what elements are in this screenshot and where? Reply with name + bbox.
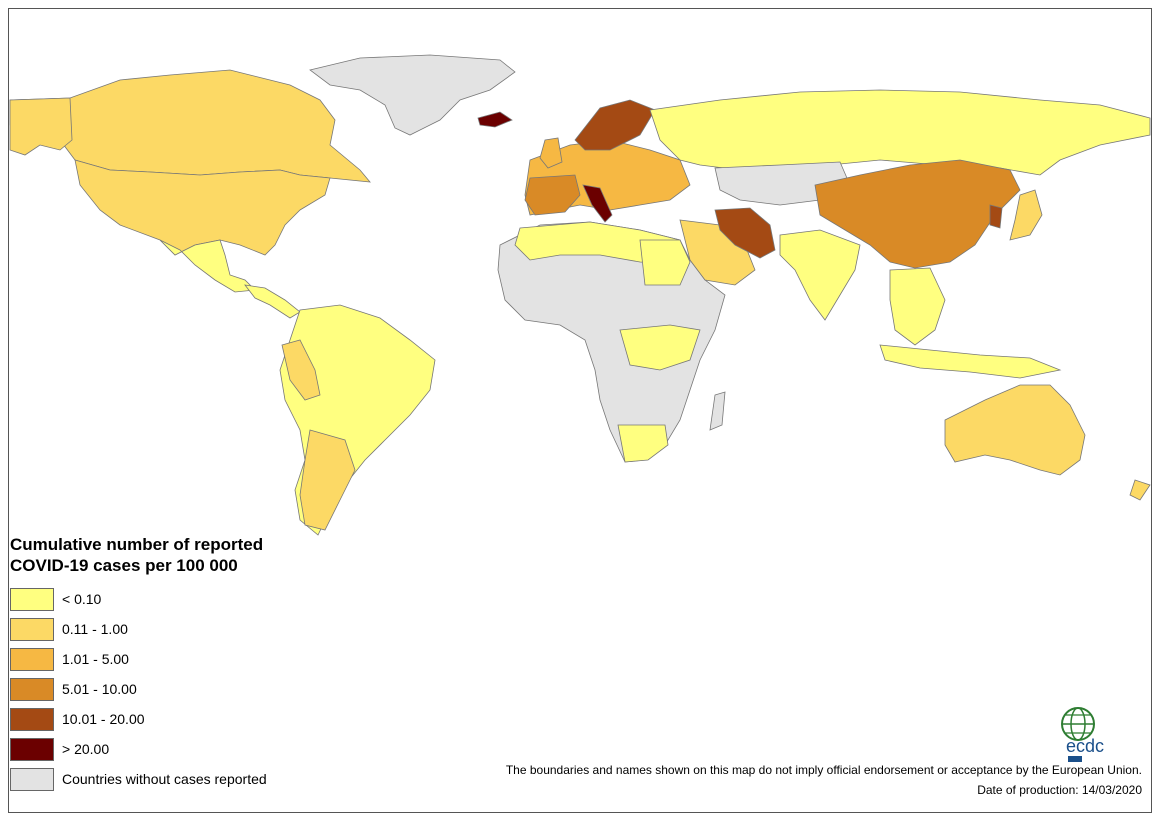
region-mexico [159, 239, 256, 293]
legend-swatch [10, 617, 54, 641]
region-central-africa [619, 324, 701, 371]
eu-flag-icon [1068, 756, 1082, 762]
region-iran [714, 207, 776, 259]
legend-title-line2: COVID-19 cases per 100 000 [10, 556, 238, 575]
legend-item: 0.11 - 1.00 [10, 614, 390, 644]
region-china [814, 159, 1021, 269]
region-new-zealand [1129, 479, 1151, 501]
region-iceland [477, 111, 513, 128]
region-scandinavia [574, 99, 656, 151]
region-russia [649, 89, 1151, 176]
legend-item: Countries without cases reported [10, 764, 390, 794]
region-australia [944, 384, 1086, 476]
region-usa [74, 159, 331, 256]
globe-icon [1061, 707, 1095, 741]
legend-swatch [10, 677, 54, 701]
legend-label: 10.01 - 20.00 [62, 711, 145, 727]
legend-title-line1: Cumulative number of reported [10, 535, 264, 554]
legend-label: 5.01 - 10.00 [62, 681, 137, 697]
legend-swatch [10, 647, 54, 671]
legend-item: < 0.10 [10, 584, 390, 614]
legend-item: 1.01 - 5.00 [10, 644, 390, 674]
legend-item: > 20.00 [10, 734, 390, 764]
legend-rows: < 0.10 0.11 - 1.00 1.01 - 5.00 5.01 - 10.00… [10, 584, 390, 794]
region-madagascar [709, 391, 726, 431]
region-peru [281, 339, 321, 401]
region-uk [539, 137, 563, 169]
legend-label: 0.11 - 1.00 [62, 621, 128, 637]
region-greenland [309, 54, 516, 136]
legend-label: Countries without cases reported [62, 771, 267, 787]
legend: Cumulative number of reported COVID-19 c… [10, 534, 390, 794]
region-alaska [9, 97, 73, 156]
region-egypt [639, 239, 691, 286]
legend-item: 5.01 - 10.00 [10, 674, 390, 704]
region-south-africa [617, 424, 669, 463]
legend-swatch [10, 737, 54, 761]
logo-text: ecdc [1066, 736, 1104, 756]
legend-label: < 0.10 [62, 591, 102, 607]
region-indonesia [879, 344, 1062, 379]
region-france-spain [524, 174, 581, 216]
legend-label: 1.01 - 5.00 [62, 651, 129, 667]
legend-swatch [10, 587, 54, 611]
region-japan [1009, 189, 1043, 241]
legend-label: > 20.00 [62, 741, 110, 757]
production-date: Date of production: 14/03/2020 [977, 783, 1142, 797]
region-se-asia [889, 267, 946, 346]
region-italy [582, 184, 613, 223]
legend-item: 10.01 - 20.00 [10, 704, 390, 734]
region-india [779, 229, 861, 321]
legend-swatch [10, 707, 54, 731]
region-korea [989, 204, 1003, 229]
region-argentina [299, 429, 356, 531]
ecdc-logo: ecdc [1061, 707, 1104, 762]
legend-swatch [10, 767, 54, 791]
region-central-america [244, 284, 301, 319]
disclaimer-text: The boundaries and names shown on this m… [505, 763, 1142, 777]
region-north-africa [514, 221, 681, 266]
legend-title: Cumulative number of reported COVID-19 c… [10, 534, 390, 576]
